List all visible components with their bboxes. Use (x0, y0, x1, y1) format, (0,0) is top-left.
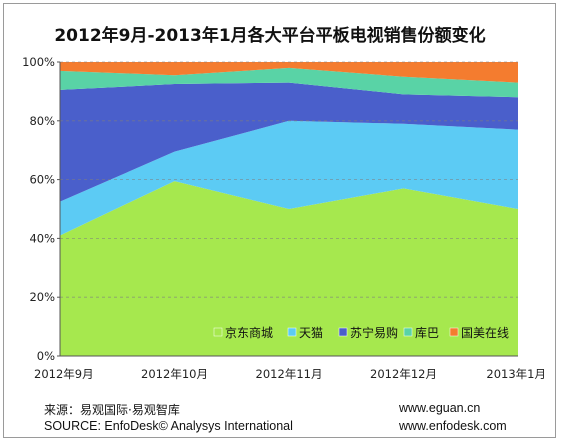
x-tick-label: 2012年12月 (370, 367, 437, 381)
plot-area: 0% 20% 40% 60% 80% 100% 2012年9月 2012年10月 2012年11… (22, 55, 546, 381)
y-tick-label: 40% (29, 231, 55, 245)
area-series-1 (60, 120, 518, 236)
x-tick-label: 2012年11月 (256, 367, 323, 381)
area-series-0 (60, 181, 518, 356)
legend-swatch (213, 327, 223, 337)
x-tick-label: 2012年9月 (34, 367, 94, 381)
source-en: SOURCE: EnfoDesk© Analysys International (44, 419, 293, 433)
url-eguan: www.eguan.cn (399, 401, 481, 415)
legend-label: 京东商城 (225, 325, 273, 340)
x-tick-label: 2012年10月 (141, 367, 208, 381)
y-tick-label: 60% (29, 173, 55, 187)
y-tick-label: 20% (29, 290, 55, 304)
y-tick-label: 100% (22, 55, 55, 69)
legend-label: 库巴 (415, 325, 439, 340)
legend-label: 天猫 (299, 326, 323, 340)
legend-label: 国美在线 (461, 326, 509, 340)
chart-title: 2012年9月-2013年1月各大平台平板电视销售份额变化 (54, 25, 485, 46)
legend-swatch (403, 327, 413, 337)
legend-label: 苏宁易购 (350, 325, 398, 340)
y-tick-label: 80% (29, 114, 55, 128)
y-tick-label: 0% (37, 349, 55, 363)
source-cn: 来源：易观国际·易观智库 (44, 403, 180, 417)
legend-swatch (338, 327, 348, 337)
area-series-2 (60, 82, 518, 202)
area-series-4 (60, 62, 518, 83)
x-tick-label: 2013年1月 (486, 367, 546, 381)
area-series-3 (60, 67, 518, 98)
legend-swatch (449, 327, 459, 337)
url-enfodesk: www.enfodesk.com (399, 419, 507, 433)
legend-swatch (287, 327, 297, 337)
